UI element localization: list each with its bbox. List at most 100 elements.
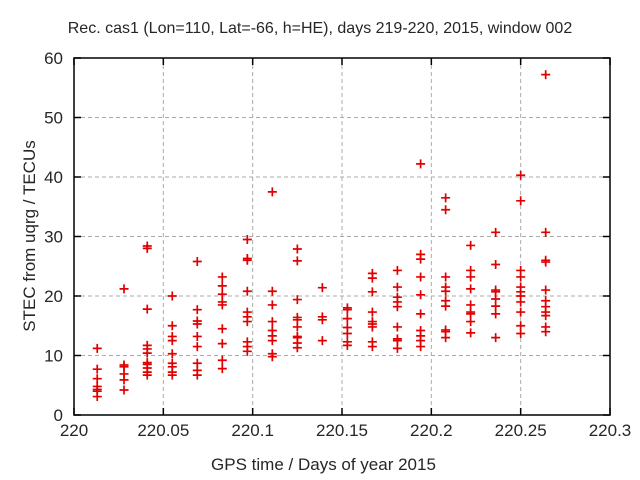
data-point-marker [416, 254, 426, 264]
data-point-marker [541, 327, 551, 337]
data-point-marker [267, 317, 277, 327]
data-point-marker [441, 333, 451, 343]
data-point-marker [267, 336, 277, 346]
data-point-marker [416, 309, 426, 319]
data-point-marker [317, 283, 327, 293]
x-tick-label: 220 [60, 421, 88, 440]
data-point-marker [466, 272, 476, 282]
data-point-marker [192, 342, 202, 352]
y-tick-label: 20 [44, 287, 63, 306]
data-point-marker [441, 193, 451, 203]
data-point-marker [292, 256, 302, 266]
data-point-marker [192, 256, 202, 266]
chart-title: Rec. cas1 (Lon=110, Lat=-66, h=HE), days… [67, 20, 573, 37]
x-tick-label: 220.25 [495, 421, 547, 440]
x-tick-label: 220.2 [410, 421, 453, 440]
data-point-marker [242, 286, 252, 296]
data-point-marker [516, 328, 526, 338]
data-point-marker [242, 346, 252, 356]
data-point-marker [392, 265, 402, 275]
data-point-marker [292, 244, 302, 254]
data-point-marker [516, 297, 526, 307]
data-point-marker [541, 311, 551, 321]
data-point-marker [541, 227, 551, 237]
data-point-marker [119, 385, 129, 395]
data-point-marker [267, 300, 277, 310]
data-point-marker [92, 364, 102, 374]
data-point-marker [119, 284, 129, 294]
data-point-marker [491, 333, 501, 343]
data-point-marker [167, 291, 177, 301]
data-point-marker [242, 317, 252, 327]
data-point-marker [292, 322, 302, 332]
data-point-marker [516, 170, 526, 180]
x-tick-label: 220.3 [589, 421, 632, 440]
data-point-marker [416, 159, 426, 169]
data-point-marker [392, 343, 402, 353]
y-tick-label: 60 [44, 49, 63, 68]
data-point-marker [466, 309, 476, 319]
data-point-marker [416, 342, 426, 352]
data-point-marker [317, 315, 327, 325]
y-tick-label: 50 [44, 109, 63, 128]
data-point-marker [267, 187, 277, 197]
data-point-marker [342, 314, 352, 324]
data-point-marker [167, 370, 177, 380]
data-point-marker [367, 342, 377, 352]
data-point-marker [367, 273, 377, 283]
data-point-marker [441, 205, 451, 215]
data-point-marker [217, 272, 227, 282]
data-point-marker [167, 336, 177, 346]
data-point-marker [342, 340, 352, 350]
data-point-marker [142, 243, 152, 253]
data-point-marker [342, 328, 352, 338]
data-point-marker [491, 309, 501, 319]
data-point-marker [242, 234, 252, 244]
data-point-marker [217, 339, 227, 349]
data-point-marker [217, 300, 227, 310]
y-tick-label: 40 [44, 168, 63, 187]
data-point-marker [466, 317, 476, 327]
data-point-marker [292, 295, 302, 305]
data-point-marker [441, 301, 451, 311]
y-tick-label: 10 [44, 347, 63, 366]
data-point-marker [491, 301, 501, 311]
data-point-marker [491, 259, 501, 269]
data-point-marker [119, 375, 129, 385]
data-point-marker [92, 343, 102, 353]
data-point-marker [217, 281, 227, 291]
data-point-marker [92, 392, 102, 402]
data-point-marker [167, 349, 177, 359]
data-point-marker [192, 370, 202, 380]
data-point-marker [92, 374, 102, 384]
data-point-marker [167, 321, 177, 331]
y-axis-label: STEC from uqrg / TECUs [20, 140, 39, 332]
data-point-marker [192, 319, 202, 329]
x-tick-label: 220.15 [316, 421, 368, 440]
data-point-marker [416, 272, 426, 282]
data-point-marker [192, 305, 202, 315]
data-point-marker [292, 343, 302, 353]
data-point-marker [441, 286, 451, 296]
data-point-marker [367, 307, 377, 317]
x-axis-label: GPS time / Days of year 2015 [211, 455, 436, 474]
data-point-marker [142, 348, 152, 358]
y-tick-label: 30 [44, 228, 63, 247]
data-point-marker [541, 257, 551, 267]
data-point-marker [192, 331, 202, 341]
data-point-marker [541, 70, 551, 80]
data-point-marker [466, 240, 476, 250]
data-point-marker [142, 304, 152, 314]
data-point-marker [242, 255, 252, 265]
data-point-marker [217, 324, 227, 334]
data-point-marker [441, 272, 451, 282]
data-point-marker [367, 322, 377, 332]
data-point-marker [392, 322, 402, 332]
data-point-marker [217, 289, 227, 299]
data-point-marker [392, 302, 402, 312]
x-tick-label: 220.1 [231, 421, 274, 440]
data-point-marker [466, 284, 476, 294]
data-point-marker [267, 286, 277, 296]
data-point-marker [267, 352, 277, 362]
x-tick-label: 220.05 [137, 421, 189, 440]
